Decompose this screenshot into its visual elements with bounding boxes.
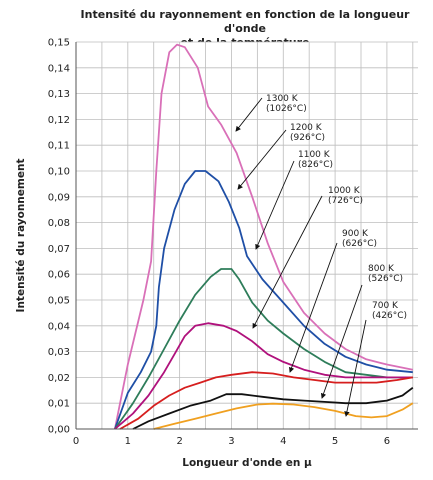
series-label-temperature: 800 K — [368, 264, 395, 274]
series-label-temperature: 1100 K — [298, 150, 331, 160]
series-label-temperature: 700 K — [372, 301, 399, 311]
x-axis-label: Longueur d'onde en μ — [182, 457, 312, 469]
chart-title-line1: Intensité du rayonnement en fonction de … — [80, 8, 410, 35]
series-line — [114, 268, 413, 430]
x-tick-label: 1 — [125, 436, 131, 447]
y-tick-label: 0,01 — [48, 399, 70, 410]
series-label-arrow — [252, 195, 323, 329]
series-label-celsius: (1026°C) — [266, 104, 307, 114]
series-label-arrow — [237, 129, 287, 190]
series-label-arrow — [344, 319, 367, 417]
y-tick-label: 0,04 — [48, 321, 70, 332]
series-label-arrow — [320, 284, 363, 399]
series-label-celsius: (726°C) — [328, 196, 363, 206]
series-line — [119, 371, 413, 430]
series-label-arrow — [255, 160, 295, 250]
y-tick-label: 0,14 — [48, 63, 70, 74]
y-tick-label: 0,05 — [48, 296, 70, 307]
series-label-temperature: 900 K — [342, 229, 369, 239]
series-line — [114, 43, 413, 430]
series-line — [114, 170, 413, 430]
y-tick-label: 0,07 — [48, 244, 70, 255]
grid — [76, 41, 418, 430]
series-label-temperature: 1300 K — [266, 94, 299, 104]
y-tick-label: 0,13 — [48, 89, 70, 100]
series-label-celsius: (526°C) — [368, 274, 403, 284]
y-tick-label: 0,09 — [48, 192, 70, 203]
x-tick-label: 3 — [228, 436, 234, 447]
x-tick-label: 4 — [280, 436, 286, 447]
x-tick-label: 0 — [73, 436, 79, 447]
axes: 0,00 0,01 0,02 0,03 0,04 0,05 0,06 0,07 0,08 0,09… — [15, 38, 418, 469]
y-tick-label: 0,06 — [48, 270, 70, 281]
y-tick-label: 0,12 — [48, 115, 70, 126]
annotations: 1300 K(1026°C) 1200 K(926°C) 1100 K(826°C)… — [235, 94, 407, 417]
series-line — [114, 322, 413, 430]
series-line — [153, 402, 414, 430]
y-tick-label: 0,10 — [48, 167, 70, 178]
series-label-temperature: 1200 K — [290, 123, 323, 133]
y-tick-label: 0,00 — [48, 425, 70, 436]
x-tick-label: 6 — [384, 436, 390, 447]
series-label-celsius: (626°C) — [342, 239, 377, 249]
x-tick-label: 2 — [176, 436, 182, 447]
series-label-arrow — [235, 97, 263, 132]
series-label-arrow — [289, 242, 338, 373]
y-tick-label: 0,11 — [48, 141, 70, 152]
x-tick-label: 5 — [332, 436, 338, 447]
y-axis-label: Intensité du rayonnement — [15, 159, 27, 313]
series-label-celsius: (926°C) — [290, 133, 325, 143]
series-label-temperature: 1000 K — [328, 186, 361, 196]
series-label-celsius: (826°C) — [298, 160, 333, 170]
y-tick-label: 0,02 — [48, 373, 70, 384]
y-tick-label: 0,03 — [48, 347, 70, 358]
y-tick-label: 0,15 — [48, 38, 70, 49]
series-line — [132, 386, 414, 430]
series-label-celsius: (426°C) — [372, 311, 407, 321]
series-layer — [114, 43, 414, 430]
y-tick-label: 0,08 — [48, 218, 70, 229]
